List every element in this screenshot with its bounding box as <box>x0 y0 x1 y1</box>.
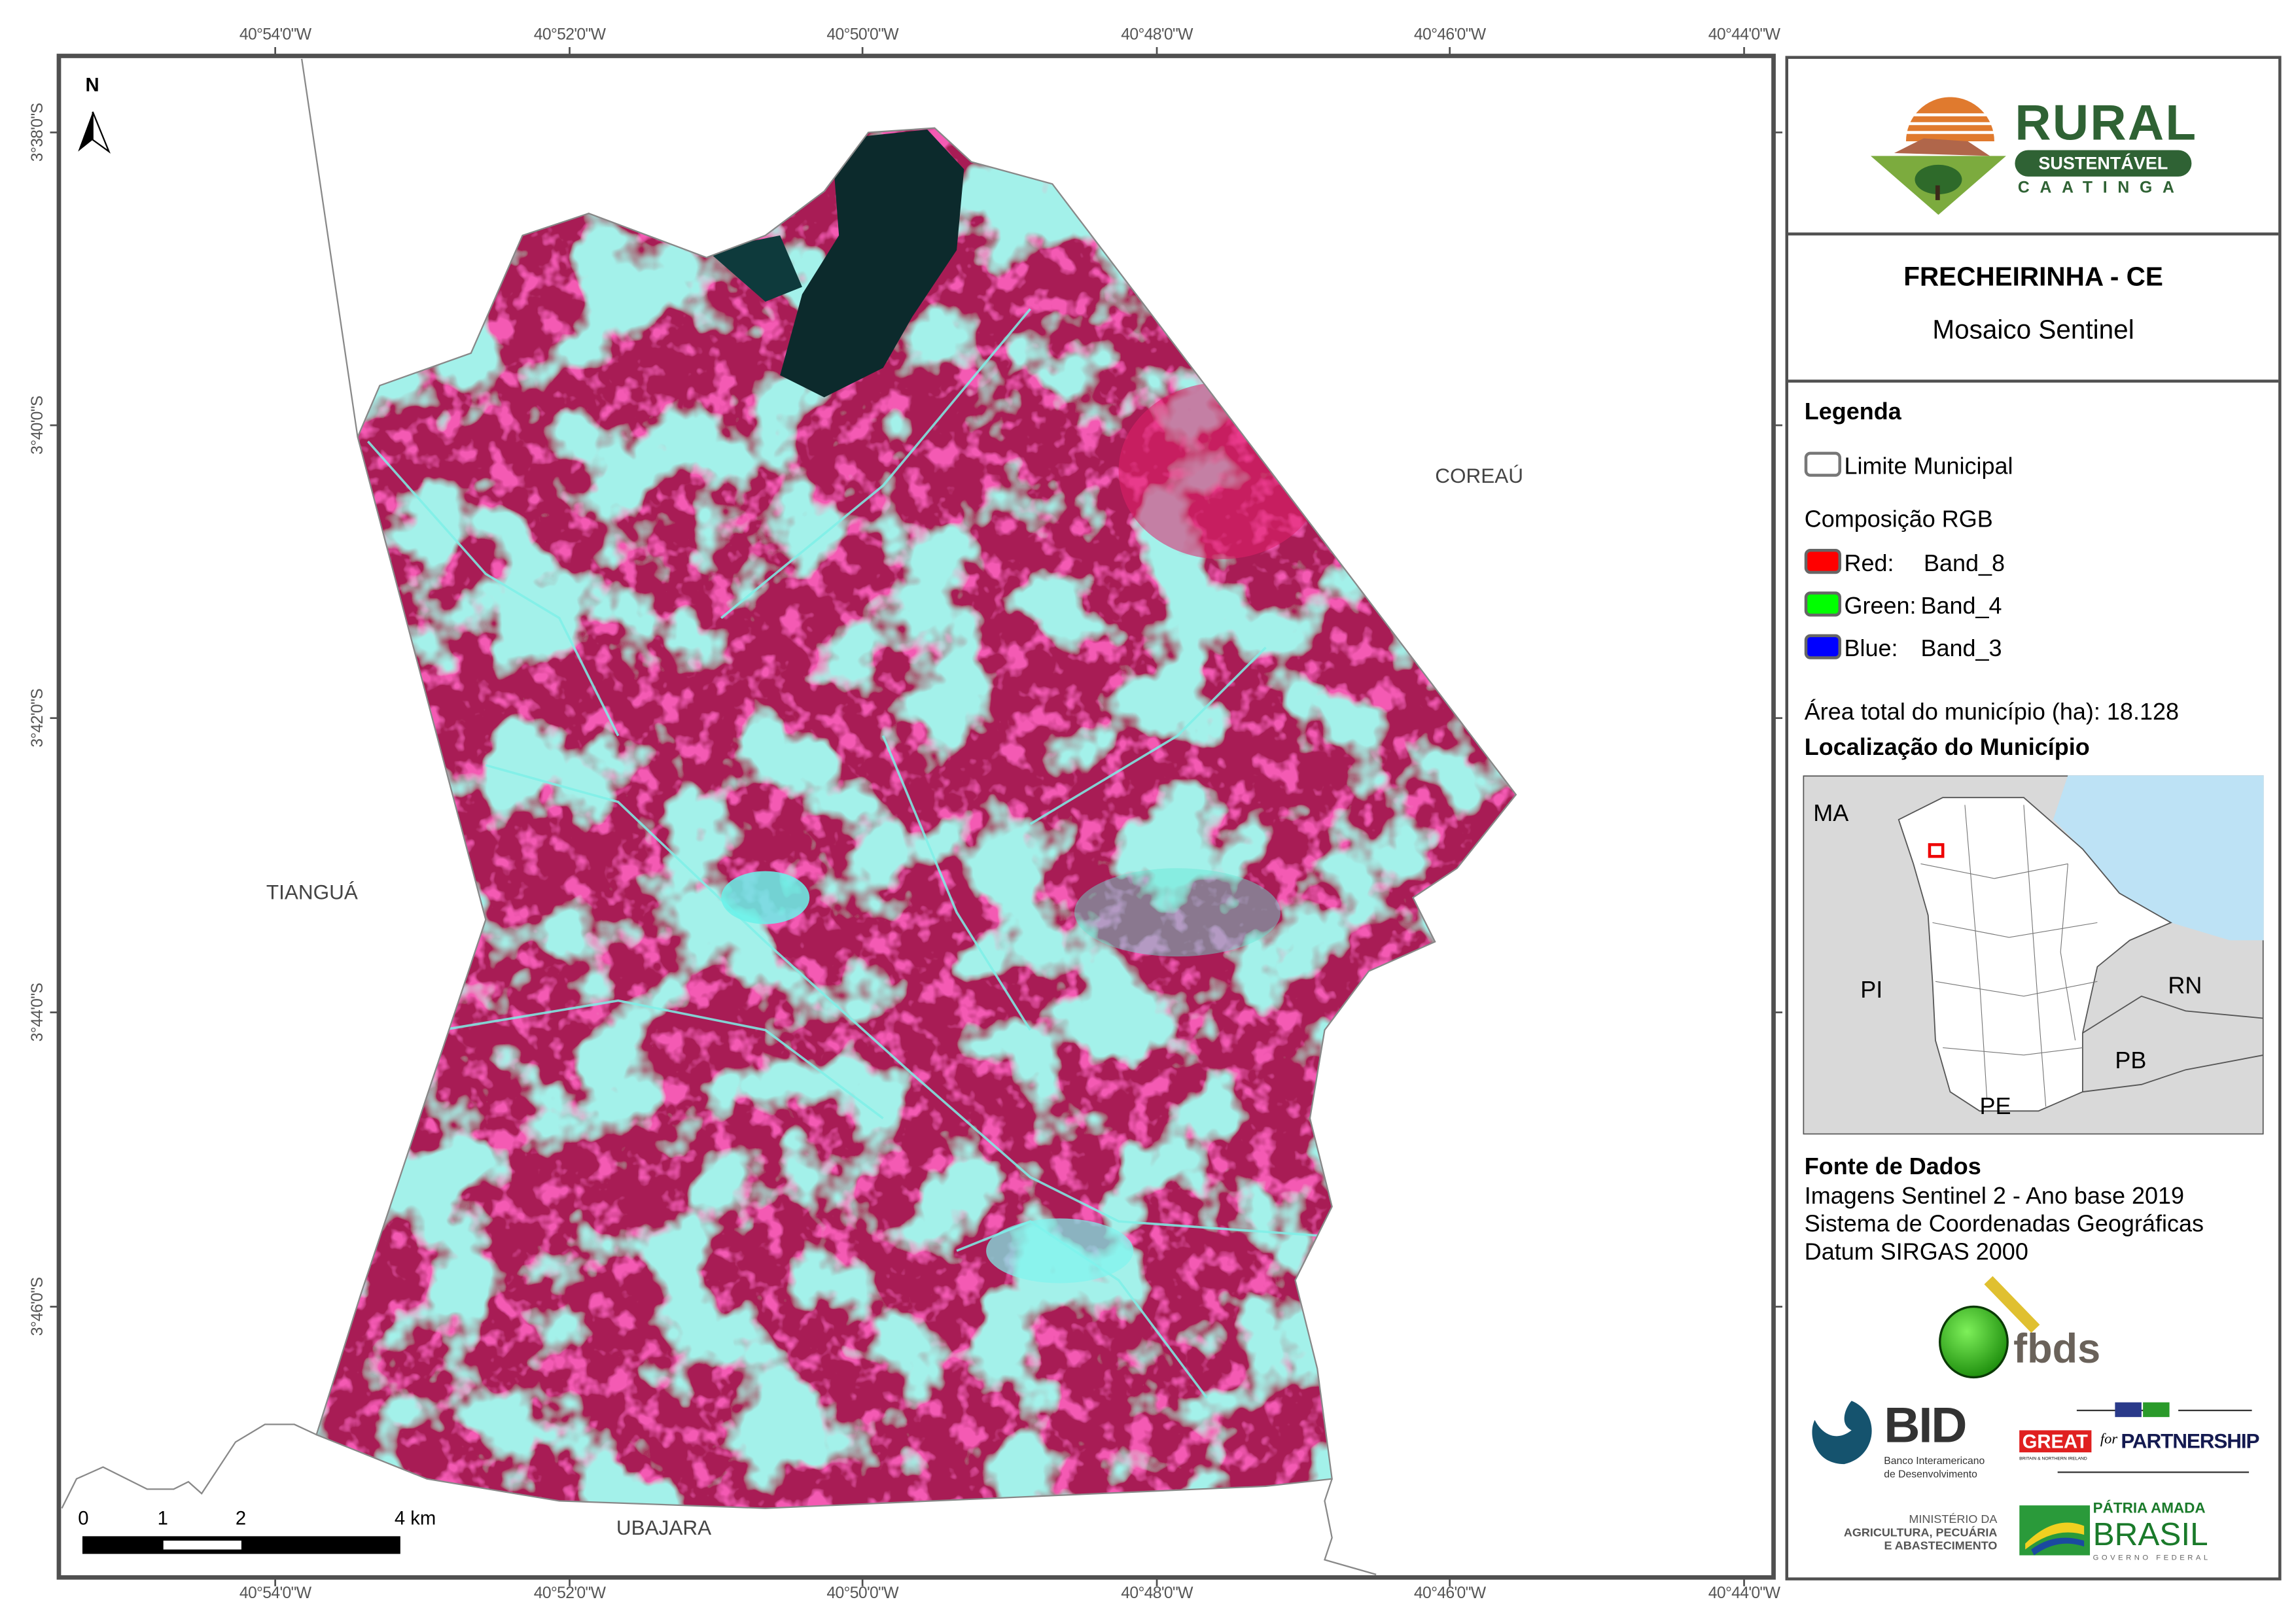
panel-divider <box>1788 232 2279 236</box>
legend-heading: Legenda <box>1804 400 1901 426</box>
area-label: Área total do município (ha): <box>1804 700 2100 725</box>
divider-line <box>2076 1409 2151 1412</box>
source-line: Sistema de Coordenadas Geográficas <box>1804 1212 2204 1238</box>
coord-top: 40°46'0"W <box>1413 26 1486 44</box>
coord-left: 3°38'0"S <box>29 103 47 162</box>
legend-item-green: Green: Band_4 <box>1804 591 2002 621</box>
ministry-line: MINISTÉRIO DA <box>1909 1512 1998 1526</box>
brasil-emblem-icon <box>2019 1505 2091 1556</box>
boundary-swatch-icon <box>1804 451 1841 477</box>
legend-panel: RURAL SUSTENTÁVEL CAATINGA FRECHEIRINHA … <box>1785 56 2282 1580</box>
brasil-line3: GOVERNO FEDERAL <box>2093 1554 2211 1563</box>
municipal-boundary <box>315 127 1517 1509</box>
great-sub: BRITAIN & NORTHERN IRELAND <box>2019 1455 2087 1461</box>
scale-label-2: 2 <box>235 1507 247 1529</box>
fbds-text: fbds <box>2013 1325 2101 1372</box>
boundary-line <box>1324 1478 1377 1575</box>
ministry-line: AGRICULTURA, PECUÁRIA <box>1843 1526 1998 1539</box>
panel-divider <box>1788 379 2279 383</box>
legend-label: Limite Municipal <box>1844 455 2013 480</box>
legend-band: Band_8 <box>1923 551 2005 577</box>
source-line: Imagens Sentinel 2 - Ano base 2019 <box>1804 1184 2185 1210</box>
bid-sub: Banco Interamericano <box>1884 1456 1985 1467</box>
coord-bottom: 40°46'0"W <box>1413 1584 1486 1603</box>
great-text: GREAT <box>2019 1430 2091 1453</box>
inset-label-pi: PI <box>1860 978 1883 1004</box>
coord-left: 3°44'0"S <box>29 983 47 1042</box>
coord-left: 3°42'0"S <box>29 688 47 748</box>
coord-bottom: 40°48'0"W <box>1121 1584 1193 1603</box>
boundary-line <box>61 1423 317 1509</box>
inset-label-pe: PE <box>1979 1094 2011 1120</box>
municipality-marker-icon <box>1928 843 1945 858</box>
source-line: Datum SIRGAS 2000 <box>1804 1240 2028 1266</box>
ministry-logo: MINISTÉRIO DA AGRICULTURA, PECUÁRIA E AB… <box>1818 1512 1998 1553</box>
inset-label-ma: MA <box>1813 801 1849 828</box>
legend-band: Band_4 <box>1920 594 2002 620</box>
divider-line <box>2178 1409 2252 1412</box>
map-title: FRECHEIRINHA - CE <box>1903 262 2163 292</box>
brasil-line2: BRASIL <box>2093 1515 2208 1553</box>
graticule-ticks <box>50 46 1783 1586</box>
coord-top: 40°54'0"W <box>239 26 311 44</box>
legend-item-blue: Blue: Band_3 <box>1804 634 2002 663</box>
area-value: 18.128 <box>2106 700 2179 725</box>
roads <box>367 308 1325 1399</box>
bid-sub: de Desenvolvimento <box>1884 1470 1977 1480</box>
area-row: Área total do município (ha): 18.128 <box>1805 701 2179 727</box>
inset-label-rn: RN <box>2168 974 2202 1000</box>
scale-label-4km: 4 km <box>394 1507 436 1529</box>
coord-top: 40°48'0"W <box>1121 26 1193 44</box>
coord-top: 40°50'0"W <box>826 26 898 44</box>
coord-bottom: 40°52'0"W <box>533 1584 606 1603</box>
rgb-heading: Composição RGB <box>1804 508 1993 533</box>
legend-channel: Red: <box>1844 551 1894 577</box>
ministry-line: E ABASTECIMENTO <box>1884 1539 1998 1553</box>
divider-line <box>2057 1471 2250 1473</box>
bid-logo-icon <box>1812 1401 1872 1465</box>
scale-bar <box>82 1536 400 1554</box>
coord-top: 40°44'0"W <box>1708 26 1780 44</box>
coord-bottom: 40°54'0"W <box>239 1584 311 1603</box>
green-swatch-icon <box>1804 591 1841 617</box>
great-partnership: PARTNERSHIP <box>2121 1429 2259 1453</box>
uk-flag-icon <box>2115 1402 2142 1418</box>
blue-swatch-icon <box>1804 634 1841 659</box>
coord-left: 3°40'0"S <box>29 396 47 455</box>
rural-sustentavel-logo-icon <box>1870 97 2006 215</box>
fbds-logo-icon <box>1939 1276 2040 1379</box>
legend-channel: Green: <box>1844 594 1916 620</box>
great-for: for <box>2100 1431 2118 1448</box>
label-tiangua: TIANGUÁ <box>266 880 358 904</box>
legend-band: Band_3 <box>1920 637 2002 663</box>
north-label: N <box>85 73 99 96</box>
location-heading: Localização do Município <box>1804 735 2090 761</box>
legend-item-boundary: Limite Municipal <box>1804 451 2013 481</box>
coord-top: 40°52'0"W <box>533 26 606 44</box>
scale-label-1: 1 <box>157 1507 168 1529</box>
reservoir <box>780 129 964 398</box>
red-swatch-icon <box>1804 549 1841 574</box>
sources-heading: Fonte de Dados <box>1804 1155 1981 1181</box>
logo-rural: RURAL <box>2015 96 2198 152</box>
scale-label-0: 0 <box>78 1507 89 1529</box>
coord-bottom: 40°44'0"W <box>1708 1584 1780 1603</box>
inset-label-pb: PB <box>2115 1049 2147 1075</box>
brasil-line1: PÁTRIA AMADA <box>2093 1501 2206 1518</box>
bid-text: BID <box>1884 1397 1967 1454</box>
boundary-line <box>301 58 359 438</box>
logo-sustentavel: SUSTENTÁVEL <box>2015 150 2192 177</box>
logo-caatinga: CAATINGA <box>2017 179 2185 198</box>
label-ubajara: UBAJARA <box>616 1515 712 1539</box>
map-subtitle: Mosaico Sentinel <box>1932 315 2134 345</box>
coord-bottom: 40°50'0"W <box>826 1584 898 1603</box>
brazil-flag-icon <box>2143 1402 2170 1418</box>
location-inset-map[interactable] <box>1803 775 2264 1135</box>
coord-left: 3°46'0"S <box>29 1277 47 1336</box>
legend-channel: Blue: <box>1844 637 1898 663</box>
legend-item-red: Red: Band_8 <box>1804 549 2005 578</box>
label-coreau: COREAÚ <box>1435 463 1524 487</box>
